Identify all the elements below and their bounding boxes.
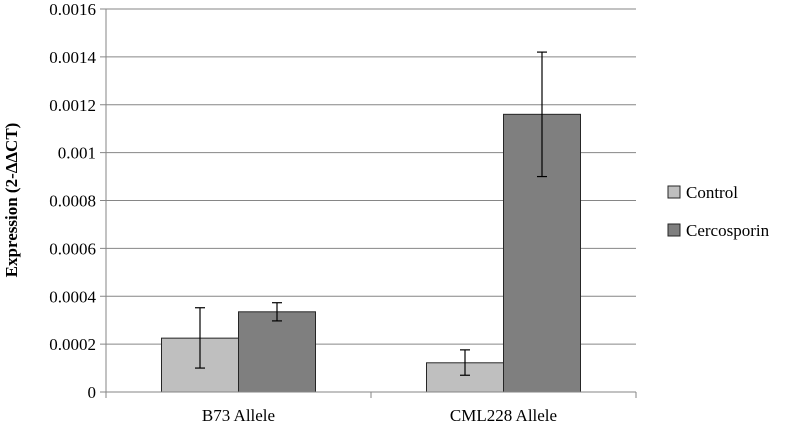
error-bars — [195, 51, 547, 376]
bar-cercosporin-1 — [238, 311, 316, 393]
bars — [161, 113, 581, 393]
category-labels: B73 Allele CML228 Allele — [202, 406, 557, 425]
gridlines — [106, 8, 636, 345]
y-tick-label: 0 — [88, 383, 97, 402]
y-tick-label: 0.001 — [58, 144, 96, 163]
y-tick-label: 0.0006 — [49, 239, 96, 258]
y-tick-label: 0.0014 — [49, 48, 96, 67]
legend: Control Cercosporin — [667, 183, 770, 240]
x-category-label: B73 Allele — [202, 406, 275, 425]
y-tick-label: 0.0004 — [49, 287, 96, 306]
x-category-label: CML228 Allele — [450, 406, 557, 425]
legend-swatch-cercosporin — [667, 223, 681, 237]
axes — [100, 8, 637, 398]
y-axis-title: Expression (2-ΔΔCT) — [2, 123, 21, 278]
legend-swatch-control — [667, 185, 681, 199]
y-tick-labels: 0 0.0002 0.0004 0.0006 0.0008 0.001 0.0012 0.00… — [49, 0, 96, 402]
y-tick-label: 0.0002 — [49, 335, 96, 354]
y-tick-label: 0.0016 — [49, 0, 96, 19]
y-tick-label: 0.0008 — [49, 192, 96, 211]
legend-label-control: Control — [686, 183, 738, 202]
legend-label-cercosporin: Cercosporin — [686, 221, 770, 240]
y-tick-label: 0.0012 — [49, 96, 96, 115]
